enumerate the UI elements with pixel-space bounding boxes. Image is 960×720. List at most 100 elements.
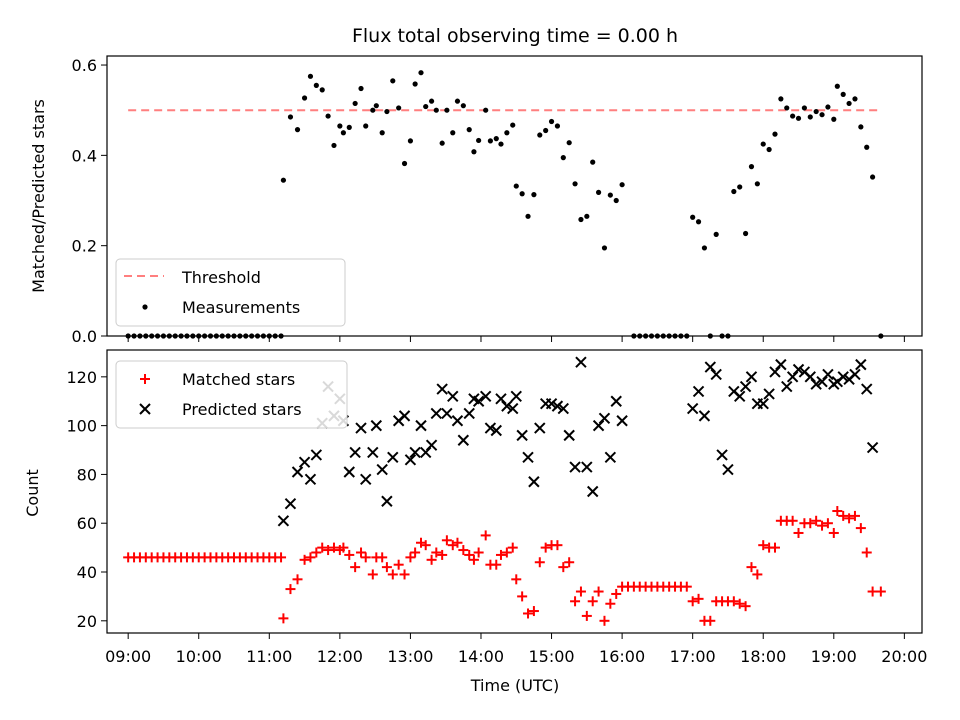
- measurement-point: [172, 333, 178, 339]
- measurement-point: [231, 333, 237, 339]
- predicted-star-point: [304, 473, 317, 486]
- measurement-point: [373, 103, 379, 109]
- measurement-point: [213, 333, 219, 339]
- measurement-point: [801, 105, 807, 111]
- measurement-point: [660, 333, 666, 339]
- predicted-star-point: [810, 378, 822, 390]
- predicted-star-point: [763, 388, 775, 400]
- predicted-star-point: [592, 419, 605, 432]
- legend-matched-label: Matched stars: [182, 370, 295, 389]
- matched-star-point: [507, 542, 518, 553]
- matched-star-point: [822, 518, 833, 529]
- legend-threshold-label: Threshold: [181, 268, 261, 287]
- measurement-point: [352, 100, 358, 107]
- matched-star-point: [828, 527, 839, 538]
- predicted-star-point: [757, 397, 769, 410]
- predicted-star-point: [507, 402, 519, 415]
- matched-star-point: [441, 535, 452, 546]
- measurement-point: [325, 113, 331, 119]
- measurement-point: [460, 103, 466, 109]
- legend-measurements-label: Measurements: [182, 298, 300, 317]
- bottom-legend-box: [115, 360, 348, 429]
- measurement-point: [131, 333, 137, 339]
- predicted-star-point: [822, 368, 834, 381]
- measurement-point: [207, 333, 214, 339]
- measurement-point: [519, 191, 525, 197]
- predicted-star-point: [298, 456, 311, 468]
- predicted-star-point: [849, 368, 861, 381]
- measurement-point: [510, 122, 516, 128]
- predicted-star-point: [360, 473, 372, 486]
- measurement-point: [678, 333, 684, 339]
- measurement-point: [834, 83, 840, 89]
- matched-star-point: [405, 552, 416, 563]
- predicted-star-point: [861, 383, 873, 395]
- measurement-point: [363, 123, 369, 129]
- top-legend-box: [115, 258, 346, 327]
- matched-star-point: [844, 513, 855, 524]
- predicted-star-point: [837, 371, 849, 383]
- matched-star-point: [431, 547, 442, 558]
- predicted-star-point: [616, 415, 628, 427]
- predicted-star-point: [804, 371, 816, 383]
- matched-star-point: [458, 545, 469, 556]
- predicted-star-point: [472, 395, 485, 407]
- measurement-point: [237, 333, 243, 339]
- measurement-point: [713, 231, 719, 237]
- matched-star-point: [564, 557, 575, 568]
- bottom-x-axis-label: Time (UTC): [470, 676, 559, 695]
- predicted-star-point: [610, 395, 622, 407]
- measurement-point: [772, 131, 778, 137]
- matched-star-point: [599, 615, 610, 626]
- predicted-star-point: [376, 463, 388, 476]
- matched-star-point: [311, 547, 322, 558]
- measurement-point: [444, 107, 450, 113]
- matched-star-point: [793, 527, 804, 538]
- top-y-axis-label: Matched/Predicted stars: [29, 99, 48, 293]
- measurement-point: [813, 108, 819, 115]
- count-series: [123, 356, 886, 626]
- predicted-star-point: [370, 419, 383, 432]
- measurement-point: [390, 78, 396, 84]
- measurement-point: [701, 245, 708, 251]
- predicted-star-point: [355, 422, 367, 434]
- measurement-point: [831, 116, 837, 122]
- predicted-star-point: [816, 376, 828, 388]
- predicted-star-point: [581, 461, 593, 473]
- predicted-star-point: [575, 356, 587, 368]
- matched-star-point: [367, 569, 378, 580]
- matched-star-point: [523, 608, 534, 619]
- matched-star-point: [728, 596, 739, 607]
- measurement-point: [219, 333, 225, 339]
- measurement-point: [584, 213, 590, 219]
- measurement-point: [825, 104, 831, 110]
- predicted-star-point: [528, 476, 540, 488]
- top-plot-frame: [106, 55, 923, 337]
- predicted-star-point: [463, 407, 475, 420]
- matched-star-point: [381, 562, 392, 573]
- predicted-star-point: [734, 390, 746, 403]
- measurement-point: [433, 107, 439, 113]
- matched-star-point: [399, 569, 410, 580]
- matched-star-point: [360, 552, 371, 563]
- measurement-point: [487, 138, 493, 144]
- predicted-star-point: [792, 363, 805, 376]
- predicted-star-point: [510, 390, 522, 403]
- matched-star-point: [552, 540, 563, 551]
- measurement-point: [476, 137, 482, 144]
- legend-predicted-swatch: [139, 403, 151, 415]
- predicted-star-point: [501, 400, 513, 412]
- bottom-y-tick-label: 120: [66, 368, 97, 387]
- measurement-point: [504, 130, 510, 136]
- matched-star-point: [528, 606, 539, 617]
- measurement-point: [471, 149, 477, 155]
- measurement-point: [454, 98, 461, 104]
- measurement-point: [401, 160, 408, 167]
- top-y-tick-label: 0.4: [72, 146, 97, 165]
- measurement-point: [566, 140, 572, 146]
- predicted-star-point: [557, 402, 570, 415]
- measurement-point: [423, 103, 429, 110]
- matched-star-point: [317, 542, 328, 553]
- predicted-star-point: [704, 361, 717, 373]
